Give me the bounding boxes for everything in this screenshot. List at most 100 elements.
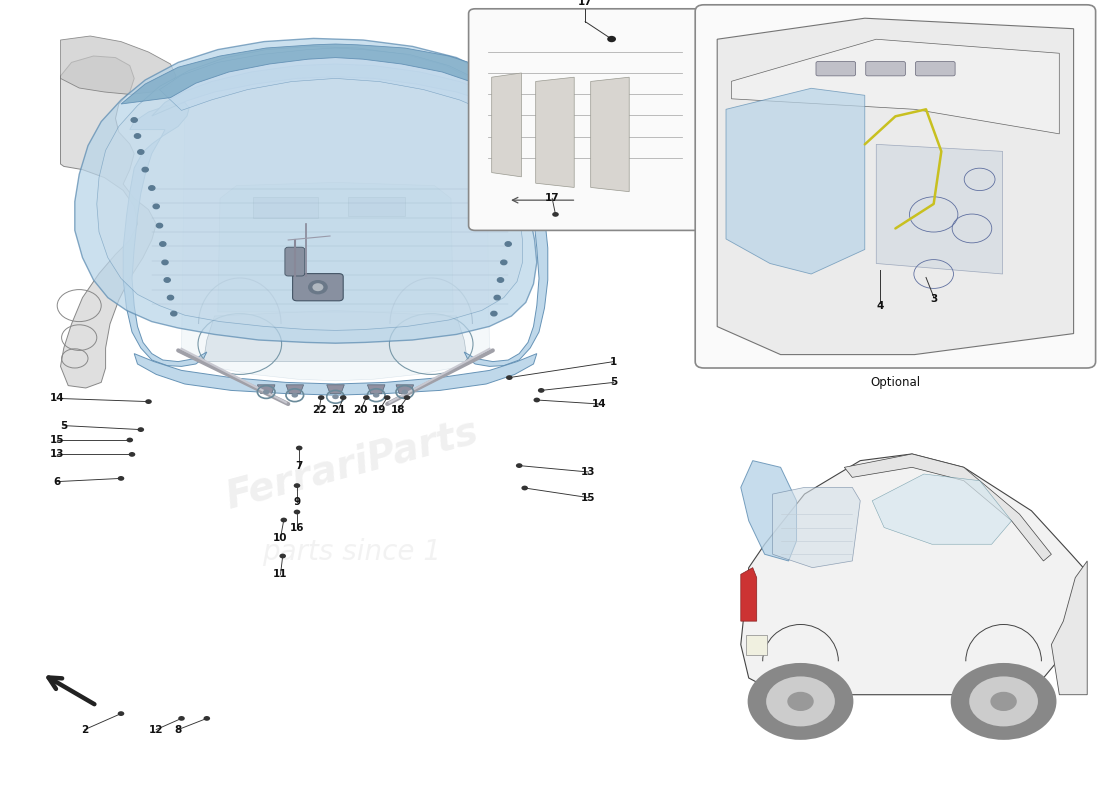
Text: 6: 6	[54, 477, 60, 486]
Circle shape	[204, 716, 210, 721]
Polygon shape	[717, 18, 1074, 354]
FancyBboxPatch shape	[469, 9, 702, 230]
Circle shape	[340, 395, 346, 400]
Text: 4: 4	[877, 301, 883, 310]
Text: 1: 1	[610, 357, 617, 366]
Polygon shape	[464, 102, 548, 366]
Polygon shape	[97, 46, 522, 330]
Circle shape	[312, 283, 323, 291]
Circle shape	[766, 677, 835, 726]
Circle shape	[521, 486, 528, 490]
Circle shape	[263, 390, 270, 394]
Polygon shape	[872, 474, 1012, 544]
Circle shape	[402, 390, 408, 394]
FancyBboxPatch shape	[348, 197, 405, 216]
Circle shape	[512, 204, 518, 209]
FancyBboxPatch shape	[285, 247, 305, 276]
Polygon shape	[536, 78, 574, 187]
Circle shape	[969, 677, 1038, 726]
Polygon shape	[740, 461, 796, 561]
Polygon shape	[60, 36, 176, 94]
Polygon shape	[257, 385, 275, 394]
Text: 17: 17	[578, 0, 593, 7]
Text: 13: 13	[50, 450, 65, 459]
Polygon shape	[740, 568, 757, 621]
Text: 16: 16	[289, 523, 305, 533]
Circle shape	[118, 476, 124, 481]
Text: 18: 18	[390, 405, 406, 414]
Circle shape	[156, 223, 163, 228]
FancyBboxPatch shape	[915, 62, 955, 76]
Polygon shape	[740, 454, 1084, 694]
Polygon shape	[772, 487, 860, 568]
Polygon shape	[60, 56, 156, 388]
Circle shape	[950, 663, 1056, 740]
FancyBboxPatch shape	[293, 274, 343, 301]
Circle shape	[148, 186, 155, 190]
Circle shape	[497, 278, 504, 282]
Polygon shape	[121, 44, 515, 104]
Text: 20: 20	[353, 405, 369, 414]
Text: 14: 14	[592, 399, 607, 409]
Circle shape	[318, 395, 324, 400]
Circle shape	[384, 395, 390, 400]
Text: 7: 7	[296, 461, 303, 470]
Text: 10: 10	[273, 533, 288, 542]
Polygon shape	[732, 39, 1059, 134]
Circle shape	[527, 150, 534, 154]
Circle shape	[308, 280, 328, 294]
Text: 13: 13	[581, 467, 596, 477]
Text: 15: 15	[50, 435, 65, 445]
Circle shape	[118, 711, 124, 716]
Circle shape	[534, 398, 540, 402]
Circle shape	[552, 212, 559, 217]
Text: 5: 5	[60, 421, 67, 430]
Circle shape	[491, 311, 497, 316]
Circle shape	[505, 242, 512, 246]
Circle shape	[131, 118, 138, 122]
Circle shape	[153, 204, 159, 209]
Circle shape	[129, 452, 135, 457]
Text: 14: 14	[50, 394, 65, 403]
Polygon shape	[204, 310, 468, 362]
Polygon shape	[1052, 561, 1087, 694]
Circle shape	[607, 36, 616, 42]
Text: 2: 2	[81, 725, 88, 734]
Circle shape	[170, 311, 177, 316]
Circle shape	[522, 167, 529, 172]
Circle shape	[142, 167, 148, 172]
Circle shape	[280, 518, 287, 522]
Polygon shape	[218, 182, 453, 312]
Polygon shape	[396, 385, 414, 394]
Polygon shape	[877, 144, 1002, 274]
Circle shape	[138, 150, 144, 154]
Text: 15: 15	[581, 493, 596, 502]
Text: 22: 22	[311, 405, 327, 414]
Circle shape	[506, 375, 513, 380]
Polygon shape	[726, 88, 865, 274]
FancyBboxPatch shape	[816, 62, 856, 76]
Circle shape	[145, 399, 152, 404]
FancyBboxPatch shape	[695, 5, 1096, 368]
Text: FerrariParts: FerrariParts	[221, 412, 483, 516]
Circle shape	[373, 393, 380, 398]
Text: Optional: Optional	[870, 376, 921, 389]
Polygon shape	[367, 385, 385, 394]
Circle shape	[332, 394, 339, 399]
Circle shape	[134, 134, 141, 138]
Circle shape	[516, 186, 522, 190]
Text: 3: 3	[931, 294, 937, 303]
Text: 8: 8	[175, 725, 182, 734]
Circle shape	[138, 427, 144, 432]
Circle shape	[294, 510, 300, 514]
Circle shape	[990, 692, 1016, 711]
Polygon shape	[160, 48, 495, 110]
Polygon shape	[492, 73, 521, 177]
Circle shape	[530, 134, 537, 138]
Polygon shape	[845, 454, 1052, 561]
Circle shape	[748, 663, 854, 740]
FancyBboxPatch shape	[866, 62, 905, 76]
Polygon shape	[152, 64, 519, 116]
Polygon shape	[327, 385, 344, 394]
Text: 19: 19	[372, 405, 387, 414]
